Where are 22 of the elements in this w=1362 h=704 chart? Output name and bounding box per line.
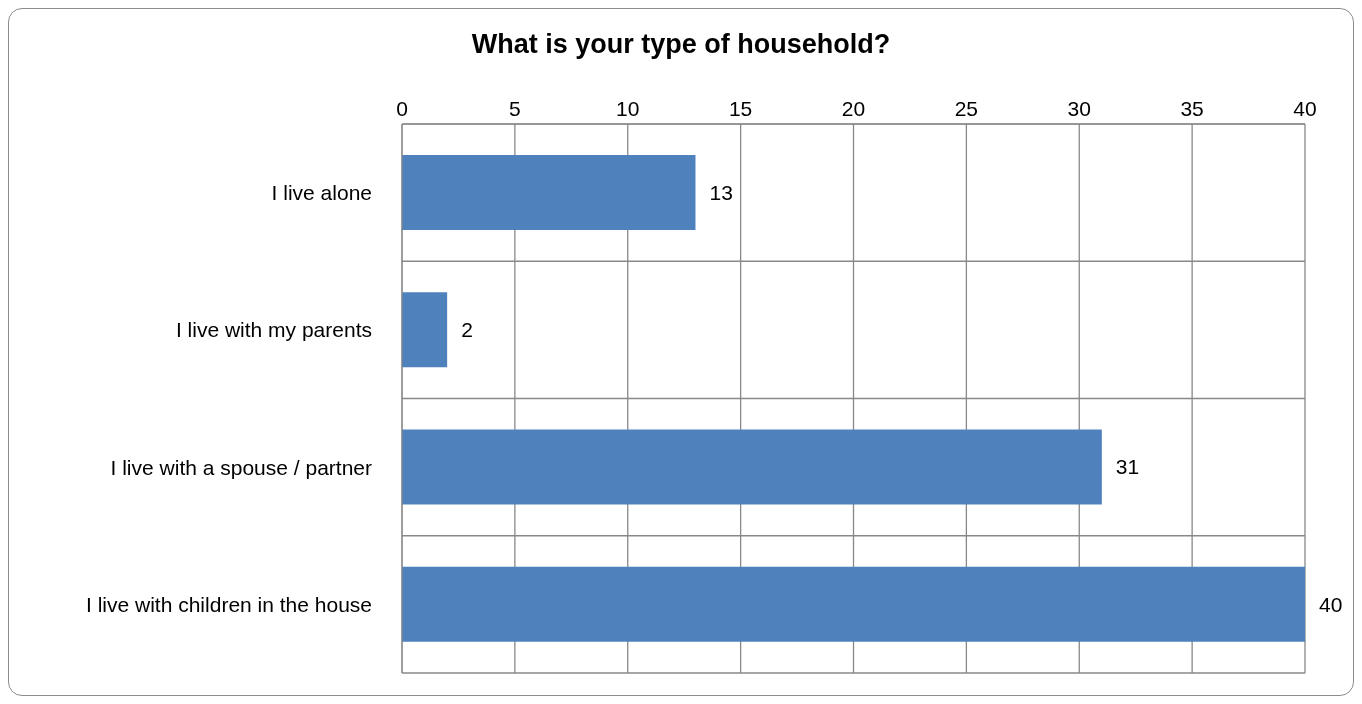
- data-label: 13: [709, 180, 733, 204]
- x-tick-label: 15: [728, 97, 753, 120]
- x-tick-label: 0: [396, 97, 408, 120]
- y-tick-label: I live with my parents: [175, 318, 372, 342]
- x-tick-label: 40: [1293, 97, 1317, 120]
- x-tick-label: 10: [616, 97, 640, 120]
- bar: [402, 429, 1102, 505]
- data-label: 2: [461, 318, 473, 342]
- bar: [402, 566, 1305, 642]
- bar: [402, 155, 696, 230]
- data-label: 31: [1115, 455, 1140, 479]
- data-label: 40: [1319, 592, 1343, 616]
- x-tick-label: 35: [1180, 97, 1204, 120]
- x-tick-label: 25: [954, 97, 979, 120]
- x-tick-label: 20: [841, 97, 866, 120]
- x-tick-label: 5: [509, 97, 521, 120]
- y-tick-label: I live with children in the house: [86, 592, 372, 616]
- y-tick-label: I live alone: [271, 181, 372, 205]
- y-tick-label: I live with a spouse / partner: [110, 455, 372, 479]
- bar: [402, 292, 448, 368]
- chart-title: What is your type of household?: [470, 29, 892, 60]
- x-tick-label: 30: [1067, 97, 1091, 120]
